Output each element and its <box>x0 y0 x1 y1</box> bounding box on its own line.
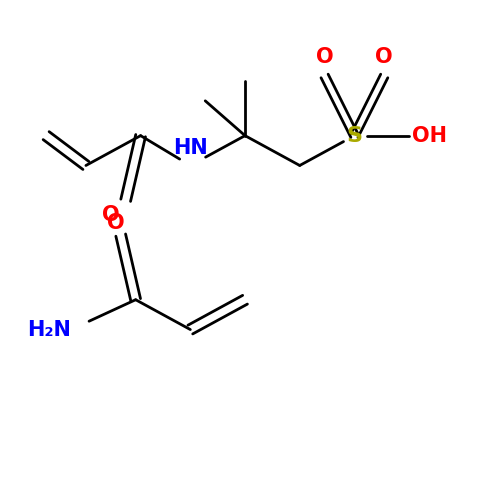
Text: O: O <box>107 212 124 233</box>
Text: O: O <box>316 47 334 67</box>
Text: O: O <box>376 47 393 67</box>
Text: O: O <box>102 205 120 225</box>
Text: S: S <box>346 126 362 146</box>
Text: HN: HN <box>173 138 208 158</box>
Text: H₂N: H₂N <box>27 320 71 340</box>
Text: OH: OH <box>412 126 446 146</box>
